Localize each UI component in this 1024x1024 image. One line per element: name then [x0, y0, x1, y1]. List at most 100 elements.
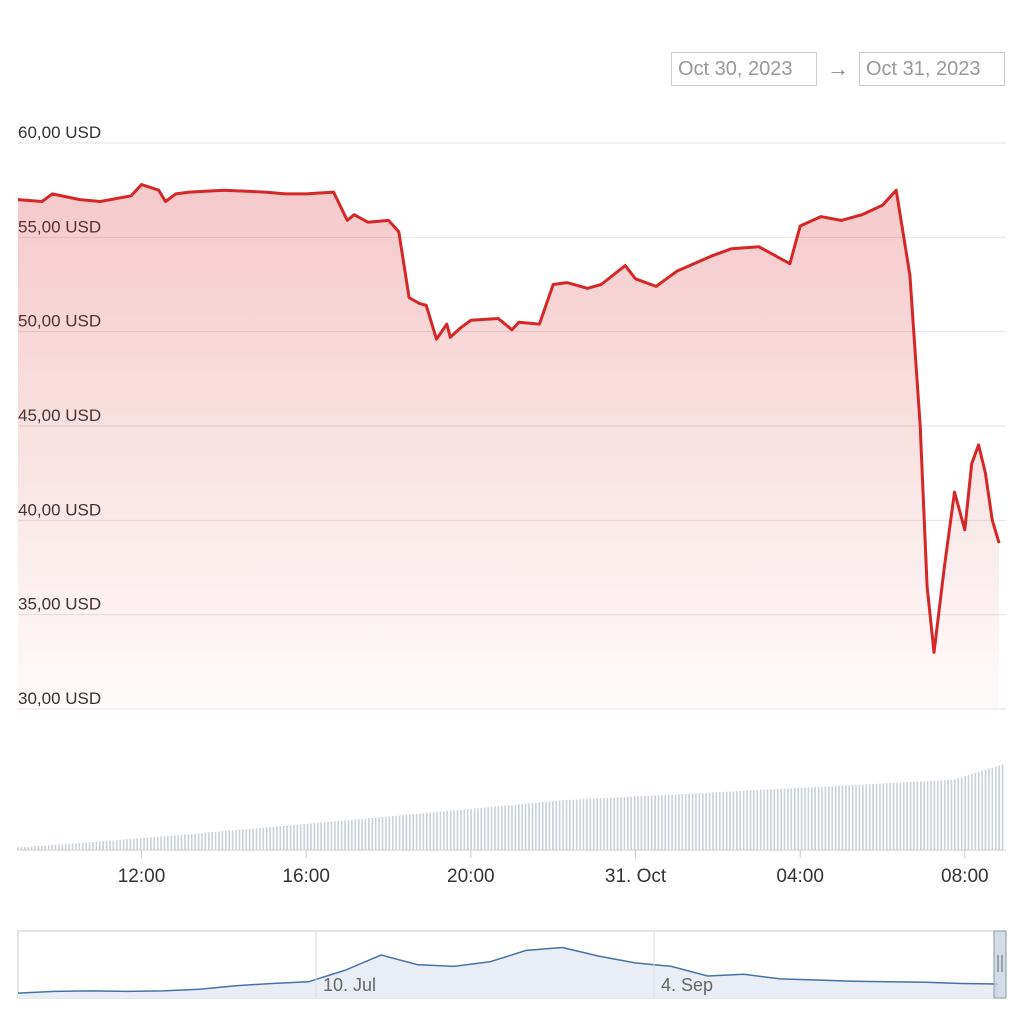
volume-bar — [109, 840, 111, 850]
volume-bar — [323, 822, 326, 850]
volume-bar — [385, 816, 387, 850]
volume-bar — [238, 829, 241, 850]
volume-bar — [439, 811, 442, 850]
volume-bar — [627, 796, 629, 850]
volume-bar — [119, 839, 122, 850]
volume-bar — [780, 788, 782, 850]
volume-bar — [276, 826, 278, 850]
volume-bar — [892, 782, 895, 850]
volume-bar — [34, 846, 36, 850]
volume-bar — [122, 839, 125, 850]
x-tick-label: 20:00 — [447, 866, 495, 887]
volume-bar — [541, 802, 544, 850]
volume-bar — [167, 835, 169, 850]
volume-bar — [981, 770, 983, 850]
volume-bar — [432, 812, 435, 850]
x-tick-label: 08:00 — [941, 866, 989, 887]
volume-bar — [736, 791, 738, 850]
volume-bar — [879, 783, 881, 850]
volume-bar — [173, 835, 176, 850]
volume-bar — [20, 847, 23, 850]
volume-bar — [749, 790, 752, 850]
volume-bar — [64, 844, 67, 850]
volume-bar — [984, 769, 987, 850]
volume-bar — [262, 827, 265, 850]
volume-bar — [865, 784, 868, 850]
volume-bar — [902, 782, 905, 850]
navigator-label: 4. Sep — [661, 975, 713, 995]
volume-bar — [426, 812, 428, 850]
volume-bar — [661, 795, 663, 850]
volume-bar — [507, 805, 510, 850]
volume-bar — [569, 799, 571, 850]
volume-bar — [616, 797, 619, 850]
volume-bar — [531, 803, 534, 850]
volume-bar — [259, 828, 261, 850]
volume-bar — [248, 828, 251, 850]
volume-bar — [763, 789, 765, 850]
volume-bar — [436, 812, 438, 850]
navigator-handle[interactable] — [993, 930, 1007, 999]
volume-bar — [538, 802, 541, 850]
volume-bar — [221, 831, 224, 850]
volume-bar — [388, 816, 391, 850]
volume-bar — [814, 787, 816, 850]
volume-bar — [977, 771, 980, 850]
volume-bar — [729, 791, 731, 850]
volume-bar — [994, 766, 997, 850]
volume-bar — [214, 831, 217, 850]
price-area — [18, 184, 1000, 709]
volume-bar — [882, 783, 885, 850]
navigator[interactable]: 10. Jul 4. Sep — [17, 930, 1007, 999]
volume-bar — [967, 775, 970, 850]
volume-bar — [245, 829, 248, 850]
volume-bar — [354, 819, 357, 850]
volume-bar — [712, 792, 714, 850]
volume-bar — [586, 799, 588, 850]
volume-bar — [1001, 764, 1004, 850]
volume-bar — [92, 841, 94, 850]
volume-bar — [940, 780, 943, 850]
volume-bar — [872, 784, 874, 850]
volume-bar — [374, 817, 377, 850]
volume-bar — [340, 820, 343, 850]
volume-bar — [27, 846, 30, 850]
volume-bar — [875, 783, 878, 850]
volume-bar — [153, 837, 156, 850]
volume-bar — [197, 833, 200, 850]
volume-bar — [926, 781, 929, 850]
volume-bar — [620, 797, 622, 850]
date-from-input[interactable]: Oct 30, 2023 — [671, 52, 817, 86]
volume-bar — [163, 836, 166, 850]
volume-bar — [368, 818, 370, 850]
volume-bar — [930, 780, 932, 850]
volume-bar — [402, 815, 404, 850]
volume-bar — [37, 846, 40, 850]
volume-bar — [732, 791, 735, 850]
volume-bar — [347, 820, 350, 850]
navigator-area — [18, 947, 998, 998]
volume-bar — [640, 796, 643, 850]
volume-bar — [143, 837, 145, 850]
volume-bar — [555, 800, 558, 850]
volume-bar — [187, 834, 190, 850]
volume-bar — [548, 801, 551, 850]
volume-bar — [487, 807, 489, 850]
volume-bar — [235, 830, 237, 850]
volume-bar — [136, 838, 139, 850]
volume-bar — [68, 843, 70, 850]
volume-bar — [797, 787, 799, 850]
range-arrow-icon: → — [827, 56, 849, 81]
volume-bar — [415, 813, 418, 850]
volume-bar — [408, 814, 411, 850]
volume-bar — [518, 804, 520, 850]
volume-bar — [746, 790, 748, 850]
date-to-input[interactable]: Oct 31, 2023 — [859, 52, 1005, 86]
volume-bar — [923, 781, 926, 850]
volume-bar — [528, 803, 530, 850]
volume-bar — [695, 793, 697, 850]
volume-bar — [497, 806, 500, 850]
volume-bar — [609, 797, 612, 850]
volume-bar — [647, 795, 650, 850]
